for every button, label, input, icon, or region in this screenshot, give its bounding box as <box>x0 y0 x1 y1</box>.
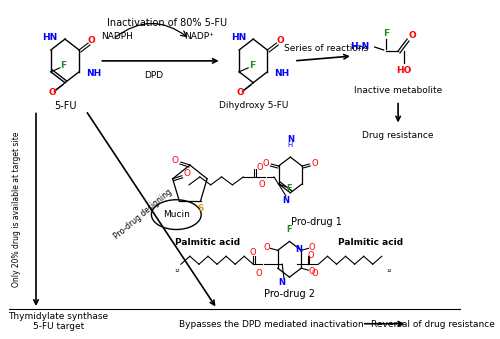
Text: N: N <box>278 278 285 286</box>
Text: F: F <box>286 184 292 193</box>
Text: O: O <box>276 36 284 44</box>
Text: Pro-drug 1: Pro-drug 1 <box>291 217 342 226</box>
Text: O: O <box>309 267 316 276</box>
Text: Only 20% drug is available at target site: Only 20% drug is available at target sit… <box>12 132 20 287</box>
Text: O: O <box>264 243 270 252</box>
Text: NADP⁺: NADP⁺ <box>184 32 214 41</box>
Text: S: S <box>198 204 204 213</box>
Text: O: O <box>172 156 179 164</box>
Text: Inactivation of 80% 5-FU: Inactivation of 80% 5-FU <box>107 18 228 28</box>
Text: Mucin: Mucin <box>163 210 190 219</box>
Text: O: O <box>250 248 256 257</box>
Text: F: F <box>286 225 292 234</box>
Text: NADPH: NADPH <box>102 32 134 41</box>
Text: Palmitic acid: Palmitic acid <box>338 238 404 247</box>
Text: 5-FU: 5-FU <box>54 101 76 111</box>
Text: HN: HN <box>231 33 246 42</box>
Text: HN: HN <box>42 33 58 42</box>
Text: O: O <box>184 169 190 178</box>
Text: Pro-drug designing: Pro-drug designing <box>112 188 174 241</box>
Text: O: O <box>258 180 264 190</box>
Text: Thymidylate synthase: Thymidylate synthase <box>8 312 108 321</box>
Text: O: O <box>48 88 56 97</box>
Text: Reversal of drug resistance: Reversal of drug resistance <box>370 320 494 329</box>
Text: O: O <box>312 159 318 167</box>
Text: O: O <box>236 88 244 97</box>
Text: Inactive metabolite: Inactive metabolite <box>354 86 442 95</box>
Text: NH: NH <box>86 69 102 78</box>
Text: HO: HO <box>396 66 411 75</box>
Text: F: F <box>60 61 66 71</box>
Text: Palmitic acid: Palmitic acid <box>176 238 240 247</box>
Text: O: O <box>408 31 416 40</box>
Text: ₁₂: ₁₂ <box>386 267 392 273</box>
Text: Dihydroxy 5-FU: Dihydroxy 5-FU <box>218 101 288 110</box>
Text: O: O <box>308 251 314 260</box>
Text: ₁₂: ₁₂ <box>174 267 180 273</box>
Text: O: O <box>256 268 262 278</box>
Text: F: F <box>384 28 390 38</box>
Text: N: N <box>287 135 294 144</box>
Text: O: O <box>312 268 318 278</box>
Text: H₂N: H₂N <box>350 41 369 51</box>
Text: O: O <box>309 243 316 252</box>
Text: H: H <box>288 142 293 148</box>
Text: O: O <box>88 36 96 44</box>
Text: 5-FU target: 5-FU target <box>33 322 84 331</box>
Text: O: O <box>262 159 269 167</box>
Text: N: N <box>295 245 302 254</box>
Text: Drug resistance: Drug resistance <box>362 131 434 140</box>
Text: N: N <box>282 196 290 205</box>
Text: Bypasses the DPD mediated inactivation: Bypasses the DPD mediated inactivation <box>179 320 364 329</box>
Text: Pro-drug 2: Pro-drug 2 <box>264 289 315 299</box>
Text: NH: NH <box>274 69 290 78</box>
Text: Series of reactions: Series of reactions <box>284 44 368 54</box>
Text: O: O <box>256 162 263 172</box>
Text: F: F <box>249 61 255 71</box>
Text: DPD: DPD <box>144 71 163 80</box>
